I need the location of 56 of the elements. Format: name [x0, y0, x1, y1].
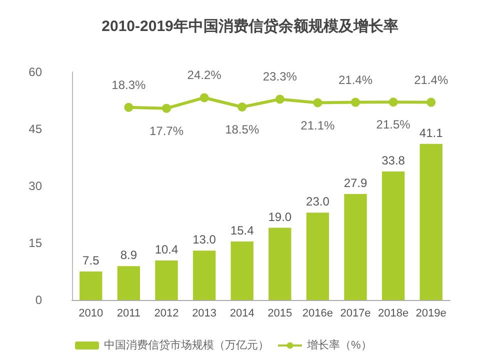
- x-tick-label: 2019e: [416, 308, 446, 320]
- data-label: 18.5%: [225, 122, 260, 137]
- data-label: 18.3%: [112, 78, 146, 92]
- y-tick-label: 15: [28, 236, 42, 250]
- bar: [306, 212, 330, 300]
- x-tick-label: 2018e: [378, 308, 409, 320]
- bar: [382, 172, 405, 300]
- bar: [268, 228, 292, 300]
- x-tick-label: 2011: [116, 308, 141, 320]
- data-label: 33.8: [382, 154, 406, 168]
- x-tick-label: 2012: [154, 308, 179, 320]
- x-tick-label: 2016e: [302, 308, 333, 320]
- point: [275, 94, 284, 104]
- data-label: 24.2%: [187, 68, 222, 82]
- data-label: 41.1: [419, 126, 444, 140]
- data-label: 23.0: [306, 194, 330, 209]
- point: [426, 98, 436, 107]
- point: [200, 93, 209, 102]
- bar: [420, 144, 442, 300]
- point: [388, 98, 398, 107]
- data-label: 13.0: [192, 232, 216, 247]
- data-label: 7.5: [82, 254, 100, 268]
- data-label: 10.4: [154, 242, 178, 256]
- bar: [344, 194, 367, 300]
- y-tick-label: 45: [28, 122, 42, 136]
- data-label: 27.9: [344, 176, 368, 190]
- x-tick-label: 2013: [192, 308, 217, 320]
- x-tick-label: 2010: [78, 308, 104, 320]
- y-tick-label: 60: [28, 65, 42, 79]
- bar: [117, 266, 140, 300]
- data-label: 17.7%: [149, 124, 184, 138]
- y-tick-label: 0: [35, 293, 42, 307]
- chart-title: 2010-2019年中国消费信贷余额规模及增长率: [102, 17, 398, 35]
- data-label: 21.4%: [414, 72, 448, 87]
- data-label: 21.5%: [376, 118, 411, 132]
- point: [238, 102, 247, 112]
- point: [351, 98, 360, 107]
- bar: [155, 260, 178, 300]
- data-label: 15.4: [230, 223, 254, 238]
- legend-label: 中国消费信贷市场规模（万亿元）: [104, 338, 269, 352]
- x-tick-label: 2015: [268, 308, 292, 320]
- x-tick-label: 2014: [230, 308, 254, 320]
- x-tick-label: 2017e: [340, 308, 371, 320]
- data-label: 19.0: [268, 210, 292, 224]
- bar: [230, 241, 254, 300]
- point: [162, 104, 171, 113]
- point: [313, 98, 322, 108]
- data-label: 21.1%: [300, 118, 336, 132]
- data-label: 23.3%: [262, 70, 298, 84]
- point: [124, 102, 134, 112]
- data-label: 21.4%: [338, 72, 373, 87]
- bar: [80, 272, 102, 300]
- y-tick-label: 30: [28, 179, 42, 193]
- bar: [192, 250, 216, 300]
- legend-label: 增长率（%）: [306, 338, 372, 352]
- data-label: 8.9: [120, 248, 138, 262]
